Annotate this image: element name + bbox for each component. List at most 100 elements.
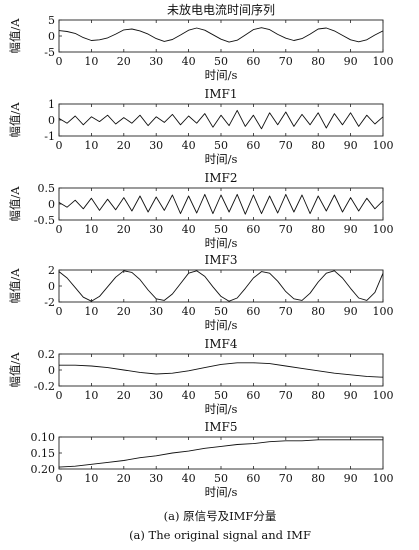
plot-frame xyxy=(58,269,384,303)
series-line xyxy=(58,439,383,468)
y-axis-label: 幅值/A xyxy=(8,102,22,138)
x-tick-label: 0 xyxy=(56,55,63,68)
x-tick-label: 20 xyxy=(117,305,131,318)
x-tick-label: 0 xyxy=(56,223,63,236)
x-axis-label: 时间/s xyxy=(205,485,238,499)
y-tick-label: 1 xyxy=(48,98,55,111)
x-tick-label: 90 xyxy=(344,472,358,485)
x-tick-label: 10 xyxy=(84,55,98,68)
x-tick-label: 100 xyxy=(373,389,394,402)
x-tick-label: 60 xyxy=(246,223,260,236)
x-tick-label: 70 xyxy=(279,55,293,68)
x-tick-label: 90 xyxy=(344,223,358,236)
x-tick-label: 30 xyxy=(149,139,163,152)
y-tick-label: 5 xyxy=(48,14,55,27)
x-tick-label: 10 xyxy=(84,139,98,152)
x-tick-label: 40 xyxy=(182,55,196,68)
x-tick-label: 80 xyxy=(311,472,325,485)
y-tick-label: -1 xyxy=(44,130,55,143)
x-tick-label: 50 xyxy=(214,389,228,402)
x-tick-label: 20 xyxy=(117,389,131,402)
x-tick-label: 60 xyxy=(246,305,260,318)
x-tick-label: 30 xyxy=(149,55,163,68)
x-tick-label: 50 xyxy=(214,223,228,236)
y-tick-label: 0.20 xyxy=(31,463,56,476)
x-tick-label: 60 xyxy=(246,389,260,402)
x-tick-label: 0 xyxy=(56,139,63,152)
x-tick-label: 10 xyxy=(84,472,98,485)
x-tick-label: 90 xyxy=(344,55,358,68)
x-tick-label: 100 xyxy=(373,139,394,152)
y-axis-label: 幅值/A xyxy=(8,352,22,388)
y-axis-label: 幅值/A xyxy=(8,18,22,54)
y-tick-label: 0.5 xyxy=(38,182,56,195)
x-tick-label: 50 xyxy=(214,55,228,68)
x-tick-label: 60 xyxy=(246,472,260,485)
x-tick-label: 40 xyxy=(182,223,196,236)
x-tick-label: 0 xyxy=(56,472,63,485)
x-tick-label: 20 xyxy=(117,55,131,68)
chart-title: IMF1 xyxy=(205,87,238,101)
series-line xyxy=(58,109,384,130)
series-line xyxy=(59,362,384,378)
x-axis-label: 时间/s xyxy=(205,236,238,250)
x-tick-label: 70 xyxy=(279,139,293,152)
y-tick-label: 0 xyxy=(48,364,55,377)
x-tick-label: 40 xyxy=(182,472,196,485)
y-tick-label: 0.10 xyxy=(31,431,56,444)
x-tick-label: 50 xyxy=(214,139,228,152)
x-tick-label: 30 xyxy=(149,389,163,402)
y-tick-label: 0 xyxy=(48,30,55,43)
x-tick-label: 90 xyxy=(344,389,358,402)
x-tick-label: 80 xyxy=(311,223,325,236)
x-tick-label: 40 xyxy=(182,305,196,318)
x-tick-label: 100 xyxy=(373,223,394,236)
y-axis-label: 幅值/A xyxy=(8,268,22,304)
x-tick-label: 70 xyxy=(279,223,293,236)
y-tick-label: -2 xyxy=(44,296,55,309)
chart-title: 未放电电流时间序列 xyxy=(167,2,275,17)
x-tick-label: 100 xyxy=(373,55,394,68)
x-tick-label: 10 xyxy=(84,223,98,236)
y-tick-label: 0 xyxy=(48,114,55,127)
x-tick-label: 90 xyxy=(344,305,358,318)
x-tick-label: 20 xyxy=(117,139,131,152)
x-tick-label: 50 xyxy=(214,472,228,485)
x-tick-label: 30 xyxy=(149,223,163,236)
x-tick-label: 10 xyxy=(84,305,98,318)
x-tick-label: 80 xyxy=(311,389,325,402)
x-tick-label: 80 xyxy=(311,305,325,318)
x-tick-label: 30 xyxy=(149,305,163,318)
y-tick-label: -0.5 xyxy=(34,214,55,227)
chart-title: IMF2 xyxy=(205,171,238,185)
x-tick-label: 60 xyxy=(246,139,260,152)
caption-zh: (a) 原信号及IMF分量 xyxy=(164,509,277,523)
chart-title: IMF4 xyxy=(205,337,238,351)
x-axis-label: 时间/s xyxy=(205,152,238,166)
x-tick-label: 40 xyxy=(182,389,196,402)
x-tick-label: 80 xyxy=(311,139,325,152)
x-tick-label: 30 xyxy=(149,472,163,485)
x-tick-label: 70 xyxy=(279,305,293,318)
x-tick-label: 80 xyxy=(311,55,325,68)
plot-frame xyxy=(58,103,384,137)
y-tick-label: 0 xyxy=(48,198,55,211)
y-tick-label: 0.2 xyxy=(38,348,56,361)
series-line xyxy=(58,193,384,215)
y-axis-label: 幅值/A xyxy=(8,186,22,222)
y-tick-label: -0.2 xyxy=(34,380,55,393)
x-axis-label: 时间/s xyxy=(205,68,238,82)
chart-title: IMF5 xyxy=(205,420,238,434)
x-axis-label: 时间/s xyxy=(205,318,238,332)
x-tick-label: 50 xyxy=(214,305,228,318)
chart-title: IMF3 xyxy=(205,253,238,267)
plot-frame xyxy=(58,19,384,53)
x-tick-label: 60 xyxy=(246,55,260,68)
plot-frame xyxy=(58,187,384,221)
y-tick-label: 0 xyxy=(48,280,55,293)
